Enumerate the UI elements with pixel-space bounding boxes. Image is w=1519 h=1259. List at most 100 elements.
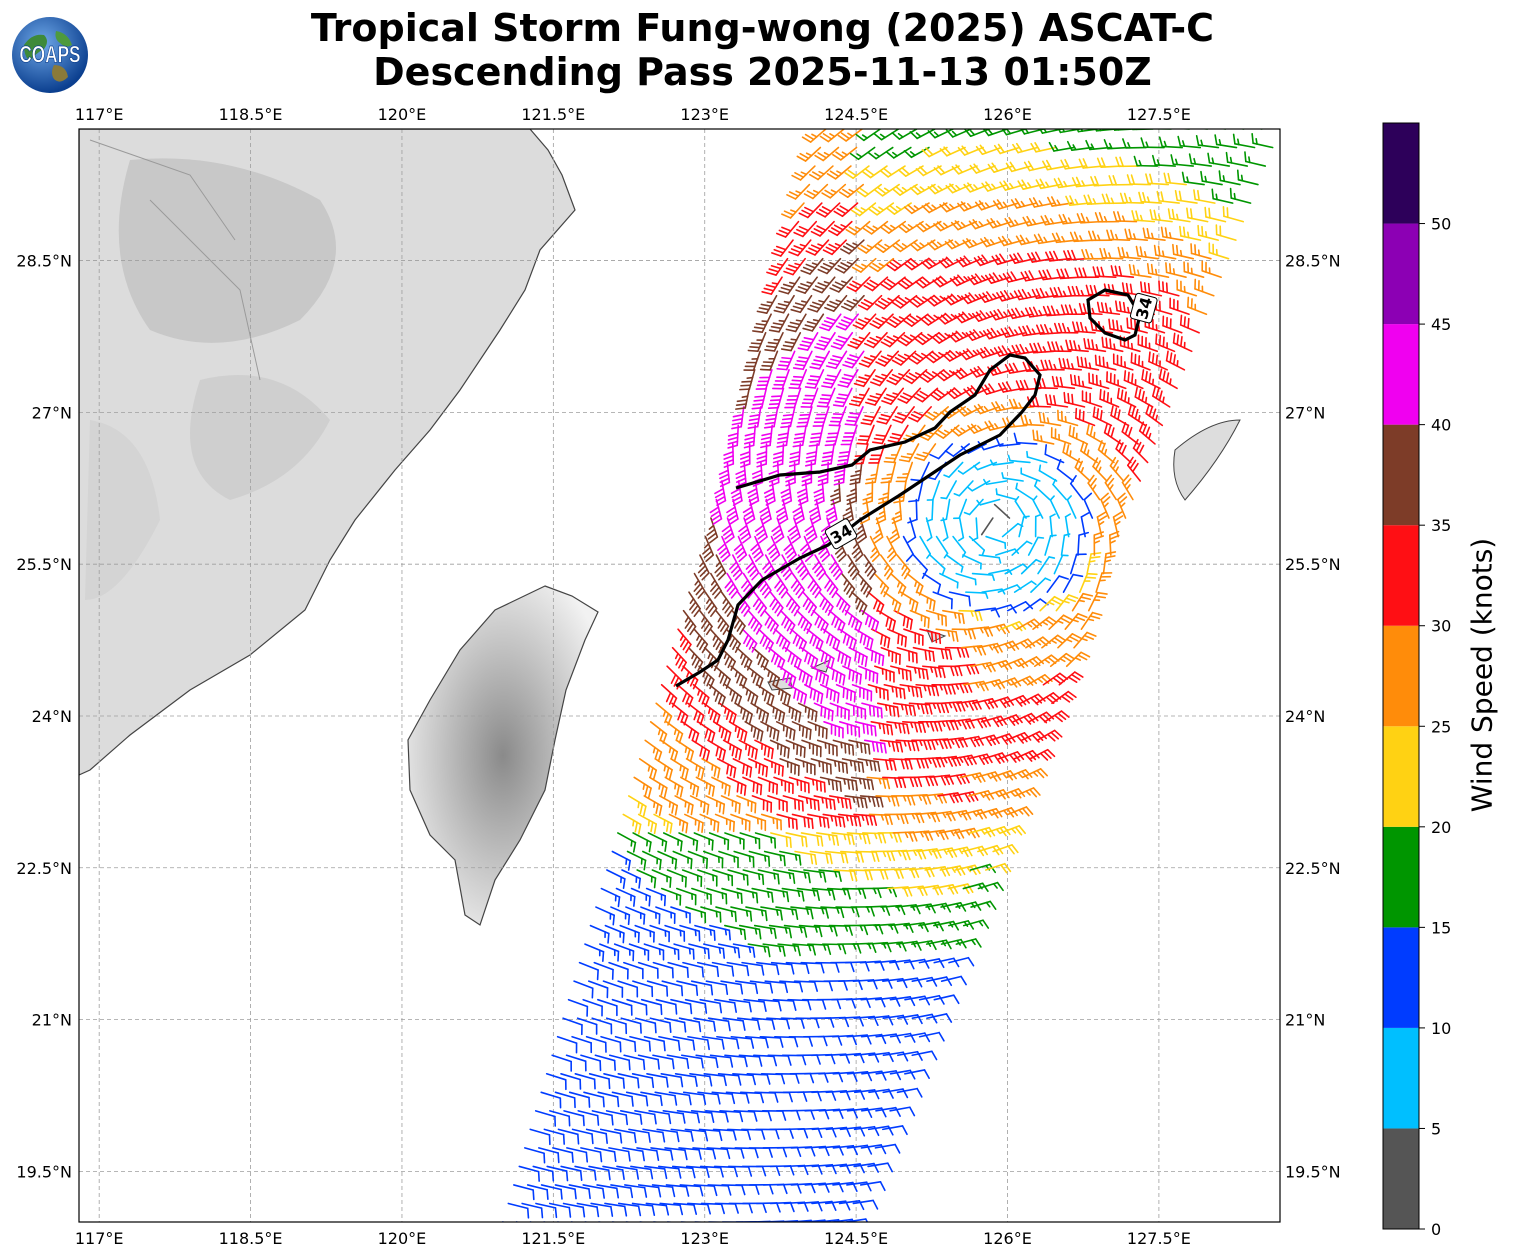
wind-barb bbox=[640, 998, 663, 1016]
wind-barb bbox=[600, 887, 621, 908]
wind-barb bbox=[780, 331, 802, 352]
wind-barb bbox=[610, 1184, 634, 1199]
wind-barb bbox=[777, 943, 801, 957]
colorbar-label-text: Wind Speed (knots) bbox=[1465, 537, 1499, 813]
lat-tick-label-left: 21°N bbox=[32, 1011, 72, 1030]
wind-barb bbox=[1149, 209, 1173, 223]
colorbar-tick-label: 40 bbox=[1431, 416, 1451, 435]
wind-barb bbox=[733, 535, 748, 563]
wind-barb bbox=[908, 480, 924, 503]
wind-barb bbox=[720, 980, 744, 995]
wind-barb bbox=[1165, 262, 1187, 279]
wind-barb bbox=[972, 698, 999, 710]
wind-barb bbox=[813, 480, 825, 506]
wind-barb bbox=[940, 498, 951, 522]
wind-barb bbox=[689, 1072, 713, 1087]
wind-barb bbox=[769, 1165, 795, 1176]
wind-barb bbox=[1014, 787, 1041, 798]
colorbar-tick-label: 10 bbox=[1431, 1019, 1451, 1038]
wind-barb bbox=[773, 776, 794, 795]
wind-barb bbox=[952, 367, 979, 380]
wind-barb bbox=[792, 424, 807, 448]
wind-barb bbox=[914, 443, 937, 462]
wind-barb bbox=[1007, 806, 1034, 817]
wind-barb bbox=[654, 758, 673, 780]
wind-barb bbox=[911, 1013, 938, 1024]
wind-barb bbox=[759, 1035, 784, 1048]
wind-barb bbox=[647, 832, 668, 852]
wind-barb bbox=[1251, 132, 1274, 149]
wind-barb bbox=[562, 1017, 583, 1036]
wind-barb bbox=[743, 350, 761, 371]
wind-barb bbox=[628, 1128, 651, 1143]
wind-barb bbox=[532, 1165, 555, 1182]
wind-barb bbox=[776, 1183, 802, 1194]
wind-barb bbox=[819, 313, 842, 332]
wind-barb bbox=[1096, 301, 1121, 316]
map-title: Tropical Storm Fung-wong (2025) ASCAT-C … bbox=[190, 6, 1335, 94]
lat-tick-label-left: 27°N bbox=[32, 403, 72, 422]
wind-barb bbox=[1032, 495, 1044, 519]
wind-barb bbox=[1169, 297, 1190, 316]
wind-barb bbox=[971, 310, 999, 322]
wind-barb bbox=[1207, 152, 1231, 167]
wind-barb bbox=[749, 980, 774, 994]
wind-barb bbox=[1006, 601, 1034, 612]
wind-barb bbox=[836, 443, 852, 466]
wind-barb bbox=[770, 961, 795, 975]
lat-tick-label-right: 22.5°N bbox=[1285, 859, 1341, 878]
wind-barb bbox=[748, 1147, 773, 1158]
wind-barb bbox=[1103, 139, 1129, 150]
wind-barb bbox=[1064, 612, 1088, 630]
wind-barb bbox=[638, 758, 658, 781]
wind-barb bbox=[1165, 350, 1186, 371]
wind-barb bbox=[800, 257, 824, 275]
wind-barb bbox=[897, 387, 922, 404]
wind-barb bbox=[858, 923, 884, 935]
wind-barb bbox=[717, 535, 731, 563]
wind-barb bbox=[738, 739, 758, 760]
wind-barb bbox=[874, 1143, 901, 1154]
wind-barb bbox=[1214, 134, 1238, 149]
wind-barb bbox=[1062, 573, 1084, 593]
wind-barb bbox=[788, 239, 812, 257]
wind-barb bbox=[715, 906, 737, 923]
wind-barb bbox=[1222, 206, 1245, 223]
wind-barb bbox=[584, 943, 605, 962]
lon-tick-label-bottom: 121.5°E bbox=[521, 1229, 585, 1248]
wind-barb bbox=[742, 869, 765, 886]
lon-tick-label-top: 124.5°E bbox=[824, 105, 888, 124]
wind-barb bbox=[766, 1017, 791, 1030]
wind-barb bbox=[693, 832, 714, 851]
wind-barb bbox=[632, 832, 652, 853]
wind-barb bbox=[712, 721, 732, 743]
wind-barb bbox=[1102, 551, 1117, 575]
wind-barb bbox=[775, 1072, 800, 1084]
wind-barb bbox=[781, 202, 805, 219]
wind-barb bbox=[642, 850, 662, 871]
wind-barb bbox=[776, 1146, 802, 1158]
wind-barb bbox=[824, 850, 849, 864]
wind-barb bbox=[698, 665, 715, 690]
wind-barb bbox=[949, 274, 977, 287]
wind-barb bbox=[813, 924, 838, 937]
wind-barb bbox=[722, 1017, 746, 1031]
wind-barb bbox=[725, 1091, 750, 1104]
wind-barb bbox=[933, 220, 960, 232]
wind-barb bbox=[657, 850, 678, 870]
wind-barb bbox=[898, 443, 920, 463]
map-frame bbox=[78, 128, 1281, 1223]
wind-barb bbox=[629, 1035, 651, 1052]
wind-barb bbox=[576, 1202, 600, 1218]
wind-barb bbox=[819, 129, 845, 143]
wind-barb bbox=[540, 1184, 563, 1200]
wind-barb bbox=[804, 776, 826, 793]
wind-barb bbox=[1081, 390, 1103, 408]
wind-barb bbox=[947, 883, 974, 894]
wind-barb bbox=[752, 591, 768, 617]
wind-barb bbox=[735, 387, 751, 410]
wind-barb bbox=[763, 609, 779, 635]
colorbar-tick-label: 0 bbox=[1431, 1220, 1441, 1239]
wind-barb bbox=[784, 646, 802, 670]
wind-barb bbox=[817, 1035, 843, 1046]
